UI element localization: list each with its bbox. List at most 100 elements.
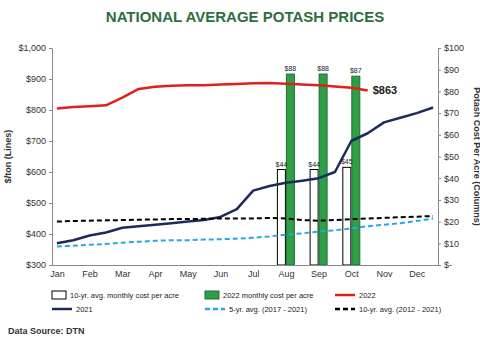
y2-axis: $- $10 $20 $30 $40 $50 $60 $70 $80 $90 $100	[438, 43, 464, 270]
legend-item: 5-yr. avg. (2017 - 2021)	[205, 305, 307, 314]
tick: $400	[26, 229, 52, 239]
data-label: $863	[373, 84, 397, 96]
tick-label: Aug	[278, 269, 294, 279]
data-labels: $44$44$45$88$88$87$863	[276, 65, 398, 167]
data-label: $45	[341, 158, 353, 165]
data-label: $44	[308, 161, 320, 168]
source: Data Source: DTN	[8, 326, 85, 336]
tick-label: $400	[26, 229, 46, 239]
axis-line	[53, 265, 439, 266]
tick-label: Jul	[248, 269, 260, 279]
tick-mark	[49, 172, 52, 173]
tick-label: $20	[444, 217, 459, 227]
tick-mark	[49, 48, 52, 49]
tick: $70	[438, 108, 459, 118]
tick-mark	[438, 70, 441, 71]
tick-mark	[438, 91, 441, 92]
legend-item: 10-yr. avg. (2012 - 2021)	[335, 305, 442, 314]
legend-item: 2022 monthly cost per acre	[205, 291, 313, 300]
data-label: $88	[317, 65, 329, 72]
x-axis: Jan Feb Mar Apr May Jun Jul Aug Sep Oct Nov Dec	[50, 265, 438, 279]
tick: $900	[26, 74, 52, 84]
tick-label: $60	[444, 130, 459, 140]
legend-swatch	[205, 308, 225, 311]
tick-label: May	[180, 269, 198, 279]
line	[57, 108, 433, 244]
legend-swatch	[205, 291, 219, 299]
bar	[343, 167, 351, 265]
tick-mark	[49, 265, 52, 266]
axis-line	[439, 49, 442, 266]
tick-label: $600	[26, 167, 46, 177]
tick: Nov	[377, 265, 394, 279]
tick-label: $80	[444, 87, 459, 97]
tick-label: $90	[444, 65, 459, 75]
y2-axis-title: Potash Cost Per Acre (Columns)	[472, 87, 480, 226]
tick: $50	[438, 152, 459, 162]
tick: $20	[438, 217, 459, 227]
tick: Oct	[345, 265, 360, 279]
tick: Dec	[409, 265, 426, 279]
tick-label: $800	[26, 105, 46, 115]
line	[57, 83, 368, 108]
tick: $1,000	[18, 43, 52, 53]
tick-mark	[49, 79, 52, 80]
tick-label: $10	[444, 239, 459, 249]
tick: Jan	[50, 265, 65, 279]
tick: Feb	[82, 265, 98, 279]
tick-label: $-	[444, 260, 452, 270]
title: NATIONAL AVERAGE POTASH PRICES	[106, 8, 384, 25]
legend-item: 10-yr. avg. monthly cost per acre	[52, 291, 179, 300]
tick-label: Oct	[345, 269, 360, 279]
tick: Apr	[149, 265, 163, 279]
tick-label: Apr	[149, 269, 163, 279]
axis-line	[49, 49, 53, 266]
legend-label: 2022 monthly cost per acre	[223, 291, 313, 300]
tick-label: $40	[444, 174, 459, 184]
tick-label: Feb	[82, 269, 98, 279]
tick-label: $30	[444, 195, 459, 205]
tick-label: $900	[26, 74, 46, 84]
tick-label: Nov	[377, 269, 394, 279]
tick: Mar	[115, 265, 131, 279]
bar	[352, 76, 360, 265]
tick-mark	[49, 234, 52, 235]
tick-label: $50	[444, 152, 459, 162]
legend-label: 10-yr. avg. (2012 - 2021)	[359, 305, 442, 314]
bar	[319, 74, 327, 265]
tick-mark	[438, 48, 441, 49]
data-label: $44	[276, 161, 288, 168]
legend-item: 2022	[335, 291, 376, 300]
tick-label: Jun	[214, 269, 229, 279]
tick: $700	[26, 136, 52, 146]
tick-label: $100	[444, 43, 464, 53]
tick-mark	[438, 200, 441, 201]
tick-label: Mar	[115, 269, 131, 279]
legend-label: 5-yr. avg. (2017 - 2021)	[229, 305, 307, 314]
tick-label: $1,000	[18, 43, 46, 53]
tick: $100	[438, 43, 464, 53]
tick: $90	[438, 65, 459, 75]
chart: NATIONAL AVERAGE POTASH PRICES$300$400$5…	[0, 0, 480, 342]
tick-mark	[49, 203, 52, 204]
legend-swatch	[52, 308, 72, 311]
tick-label: $500	[26, 198, 46, 208]
plot-area	[57, 74, 433, 265]
legend-swatch	[335, 294, 355, 297]
tick-mark	[438, 157, 441, 158]
line	[57, 216, 433, 222]
tick-mark	[438, 178, 441, 179]
tick: May	[180, 265, 198, 279]
tick: $30	[438, 195, 459, 205]
line	[57, 219, 433, 247]
tick: $40	[438, 174, 459, 184]
bar	[286, 74, 294, 265]
tick: $600	[26, 167, 52, 177]
bar	[310, 170, 318, 265]
tick-mark	[438, 222, 441, 223]
y-axis-title: $/ton (Lines)	[3, 130, 13, 184]
tick-mark	[438, 135, 441, 136]
tick-mark	[438, 113, 441, 114]
tick: $500	[26, 198, 52, 208]
tick-label: Sep	[311, 269, 327, 279]
